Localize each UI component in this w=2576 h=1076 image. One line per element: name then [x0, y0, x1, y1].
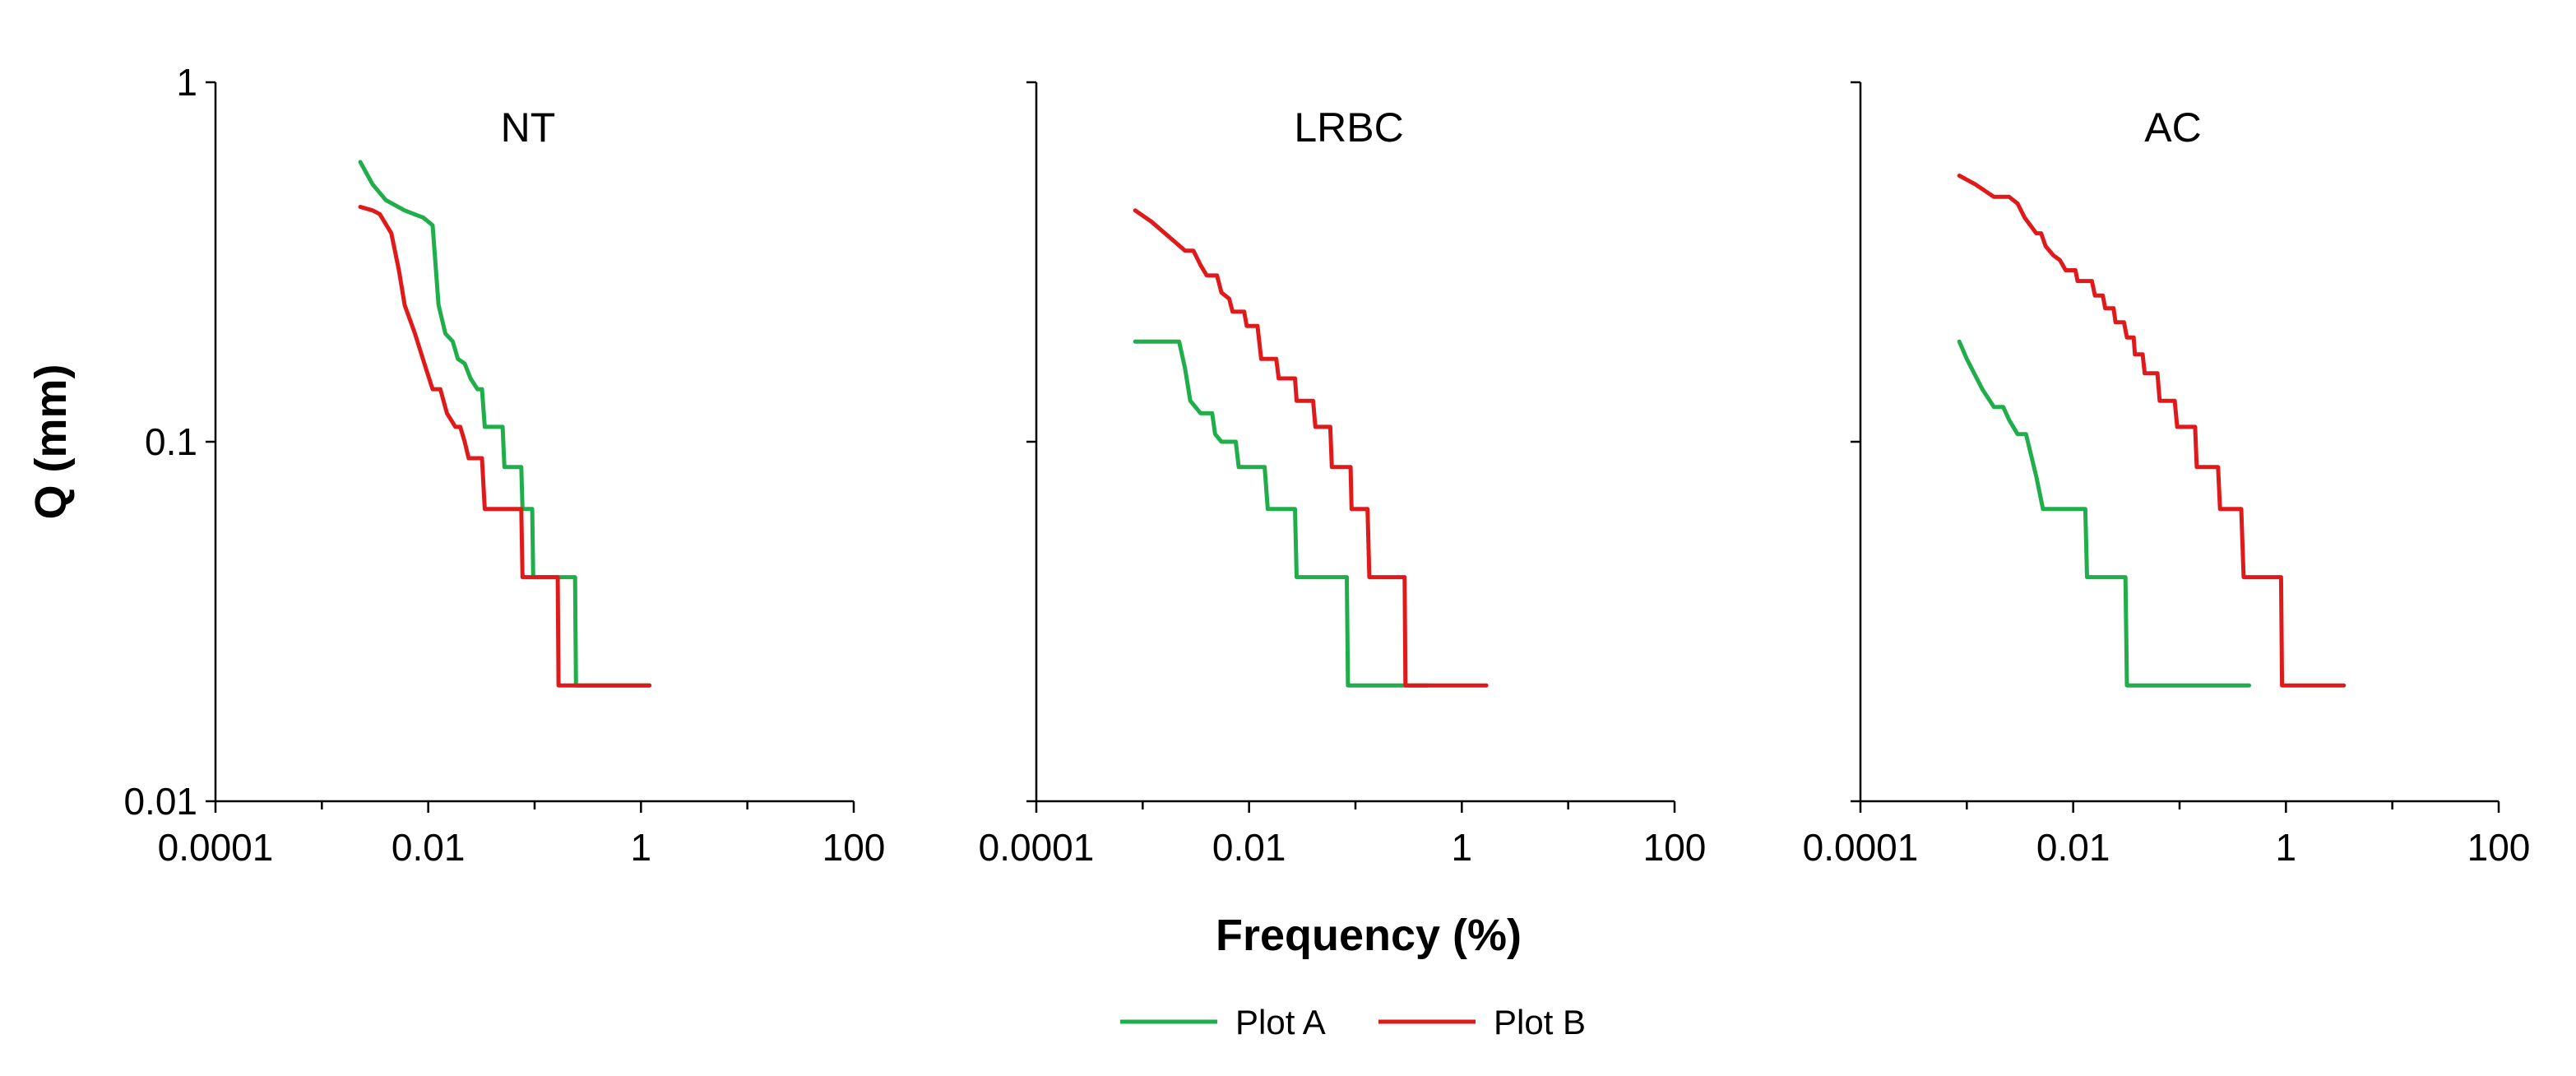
series-line-plot-b	[358, 205, 652, 688]
x-tick-label: 0.01	[1212, 826, 1286, 869]
legend: Plot A Plot B	[1120, 1003, 1586, 1041]
x-tick-label: 0.0001	[979, 826, 1095, 869]
panel-title: NT	[501, 104, 556, 151]
x-tick-label: 0.0001	[1803, 826, 1919, 869]
y-tick-label: 1	[176, 61, 197, 104]
series-line-plot-a	[1133, 339, 1430, 688]
x-tick-label: 100	[1643, 826, 1707, 869]
x-tick-label: 100	[2467, 826, 2531, 869]
series-line-plot-b	[1133, 208, 1489, 688]
x-tick-label: 1	[1452, 826, 1473, 869]
series-line-plot-a	[1957, 339, 2251, 688]
x-tick-label: 0.01	[391, 826, 466, 869]
x-tick-label: 0.01	[2036, 826, 2110, 869]
panel-title: LRBC	[1294, 104, 1403, 151]
x-tick-label: 1	[631, 826, 652, 869]
y-tick-label: 0.01	[123, 780, 197, 823]
x-tick-label: 0.0001	[158, 826, 274, 869]
x-tick-label: 1	[2276, 826, 2297, 869]
series-line-plot-a	[358, 160, 652, 688]
legend-label: Plot A	[1235, 1003, 1326, 1041]
legend-label: Plot B	[1494, 1003, 1586, 1041]
panel-ac: 0.0001 0.01 1 100 AC	[1803, 81, 2531, 869]
y-tick-label: 0.1	[145, 420, 197, 463]
panel-lrbc: 0.0001 0.01 1 100 LRBC	[979, 81, 1707, 869]
series-line-plot-b	[1957, 174, 2347, 688]
x-tick-label: 100	[822, 826, 886, 869]
panel-title: AC	[2144, 104, 2201, 151]
x-axis-title: Frequency (%)	[1216, 911, 1522, 960]
y-axis-title: Q (mm)	[26, 364, 76, 520]
